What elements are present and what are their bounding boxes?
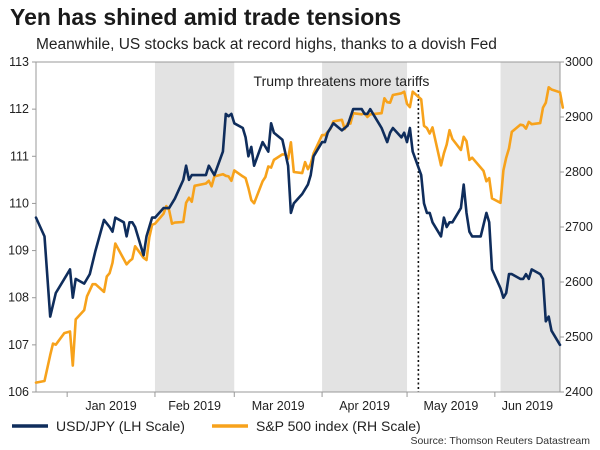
x-axis: Jan 2019 Feb 2019 Mar 2019 Apr 2019 May 2019…: [66, 392, 553, 413]
x-tick-label: Feb 2019: [168, 399, 221, 413]
source-note: Source: Thomson Reuters Datastream: [410, 435, 590, 447]
legend: USD/JPY (LH Scale) S&P 500 index (RH Scal…: [12, 418, 421, 434]
shaded-period: [500, 62, 560, 392]
right-tick-label: 2800: [565, 165, 593, 179]
x-tick-label: Mar 2019: [252, 399, 305, 413]
chart-title: Yen has shined amid trade tensions: [10, 4, 402, 30]
left-tick-label: 112: [9, 102, 29, 116]
x-tick-label: Apr 2019: [339, 399, 390, 413]
sp500-line: [34, 86, 565, 384]
shaded-periods: [154, 62, 560, 392]
annotation: Trump threatens more tariffs: [254, 73, 430, 392]
x-tick-label: Jun 2019: [502, 399, 553, 413]
right-tick-label: 2900: [565, 110, 593, 124]
shaded-period: [154, 62, 235, 392]
right-tick-label: 2700: [565, 220, 593, 234]
left-tick-label: 110: [9, 196, 29, 210]
legend-sp500-label: S&P 500 index (RH Scale): [256, 418, 421, 434]
left-tick-label: 108: [8, 291, 29, 305]
left-tick-label: 113: [9, 55, 29, 69]
annotation-label: Trump threatens more tariffs: [254, 73, 430, 89]
usdjpy-line: [34, 107, 562, 347]
left-tick-label: 107: [8, 338, 29, 352]
shaded-period: [322, 62, 408, 392]
x-tick-label: Jan 2019: [85, 399, 136, 413]
x-tick-label: May 2019: [423, 399, 478, 413]
right-axis: 2400 2500 2600 2700 2800 2900 3000: [560, 55, 593, 399]
legend-usdjpy-label: USD/JPY (LH Scale): [56, 418, 185, 434]
left-tick-label: 111: [10, 149, 29, 163]
right-tick-label: 2500: [565, 330, 593, 344]
chart-subtitle: Meanwhile, US stocks back at record high…: [36, 36, 497, 53]
right-tick-label: 2600: [565, 275, 593, 289]
series-lines: [34, 86, 565, 384]
right-tick-label: 3000: [565, 55, 593, 69]
left-tick-label: 106: [8, 385, 29, 399]
left-axis: 106 107 108 109 110 111 112 113: [8, 55, 36, 399]
right-tick-label: 2400: [565, 385, 593, 399]
left-tick-label: 109: [8, 244, 29, 258]
